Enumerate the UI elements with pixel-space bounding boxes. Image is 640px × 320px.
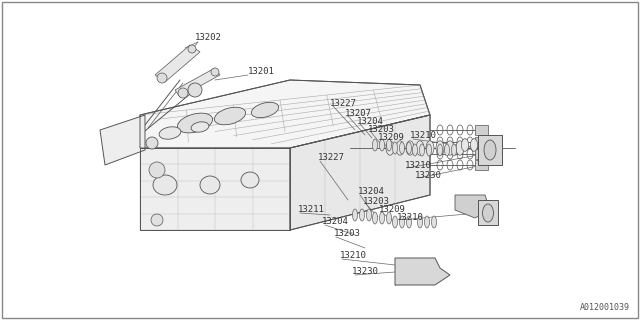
Ellipse shape [406,216,412,228]
Ellipse shape [484,140,496,160]
Text: 13210: 13210 [397,212,424,221]
Ellipse shape [483,204,493,222]
Ellipse shape [451,144,456,156]
Ellipse shape [191,122,209,132]
Ellipse shape [360,209,365,221]
Ellipse shape [153,175,177,195]
Ellipse shape [177,113,212,133]
Polygon shape [475,160,488,170]
Text: 13207: 13207 [345,108,372,117]
Ellipse shape [419,144,424,156]
Text: 13209: 13209 [378,132,405,141]
Text: 13230: 13230 [415,171,442,180]
Polygon shape [455,195,490,218]
Circle shape [211,68,219,76]
Text: 13203: 13203 [363,196,390,205]
Ellipse shape [445,144,449,156]
Ellipse shape [416,141,424,155]
Circle shape [149,162,165,178]
Ellipse shape [479,139,486,151]
Ellipse shape [353,209,358,221]
Ellipse shape [392,142,397,154]
Ellipse shape [367,209,371,221]
Text: 13209: 13209 [379,204,406,213]
Polygon shape [395,258,450,285]
Ellipse shape [396,141,404,155]
Text: 13227: 13227 [330,99,357,108]
Polygon shape [155,45,200,82]
Ellipse shape [214,107,246,125]
Polygon shape [175,68,220,97]
Ellipse shape [399,216,404,228]
Ellipse shape [426,141,434,155]
Ellipse shape [372,139,378,151]
Ellipse shape [436,141,444,155]
Text: 13204: 13204 [358,188,385,196]
Ellipse shape [456,141,464,155]
Polygon shape [475,125,488,135]
Circle shape [151,214,163,226]
Polygon shape [140,80,430,148]
Text: 13203: 13203 [368,124,395,133]
Circle shape [188,45,196,53]
Circle shape [146,137,158,149]
Circle shape [157,73,167,83]
Text: 13210: 13210 [405,161,432,170]
Ellipse shape [413,144,417,156]
Text: 13227: 13227 [318,154,345,163]
Polygon shape [290,115,430,230]
Ellipse shape [424,216,429,228]
Ellipse shape [470,139,477,151]
Ellipse shape [399,142,404,154]
Ellipse shape [387,212,392,224]
Ellipse shape [446,141,454,155]
Ellipse shape [380,139,385,151]
Polygon shape [100,115,145,165]
Ellipse shape [200,176,220,194]
Ellipse shape [461,139,468,151]
Text: 13210: 13210 [340,252,367,260]
Circle shape [178,88,188,98]
Ellipse shape [372,212,378,224]
Ellipse shape [431,216,436,228]
Polygon shape [478,200,498,225]
Ellipse shape [406,141,414,155]
Ellipse shape [426,144,431,156]
Polygon shape [475,149,488,159]
Ellipse shape [387,139,392,151]
Text: 13230: 13230 [352,268,379,276]
Polygon shape [478,135,502,165]
Text: 13210: 13210 [410,132,437,140]
Ellipse shape [159,127,181,139]
Polygon shape [475,137,488,147]
Ellipse shape [252,102,278,118]
Ellipse shape [380,212,385,224]
Text: 13211: 13211 [298,205,325,214]
Ellipse shape [406,142,412,154]
Ellipse shape [386,141,394,155]
Text: 13201: 13201 [248,68,275,76]
Polygon shape [140,148,290,230]
Ellipse shape [417,216,422,228]
Circle shape [188,83,202,97]
Text: 13204: 13204 [322,218,349,227]
Ellipse shape [241,172,259,188]
Text: 13202: 13202 [195,34,222,43]
Text: 13204: 13204 [357,116,384,125]
Ellipse shape [392,216,397,228]
Ellipse shape [438,144,442,156]
Text: 13203: 13203 [334,229,361,238]
Text: A012001039: A012001039 [580,303,630,312]
